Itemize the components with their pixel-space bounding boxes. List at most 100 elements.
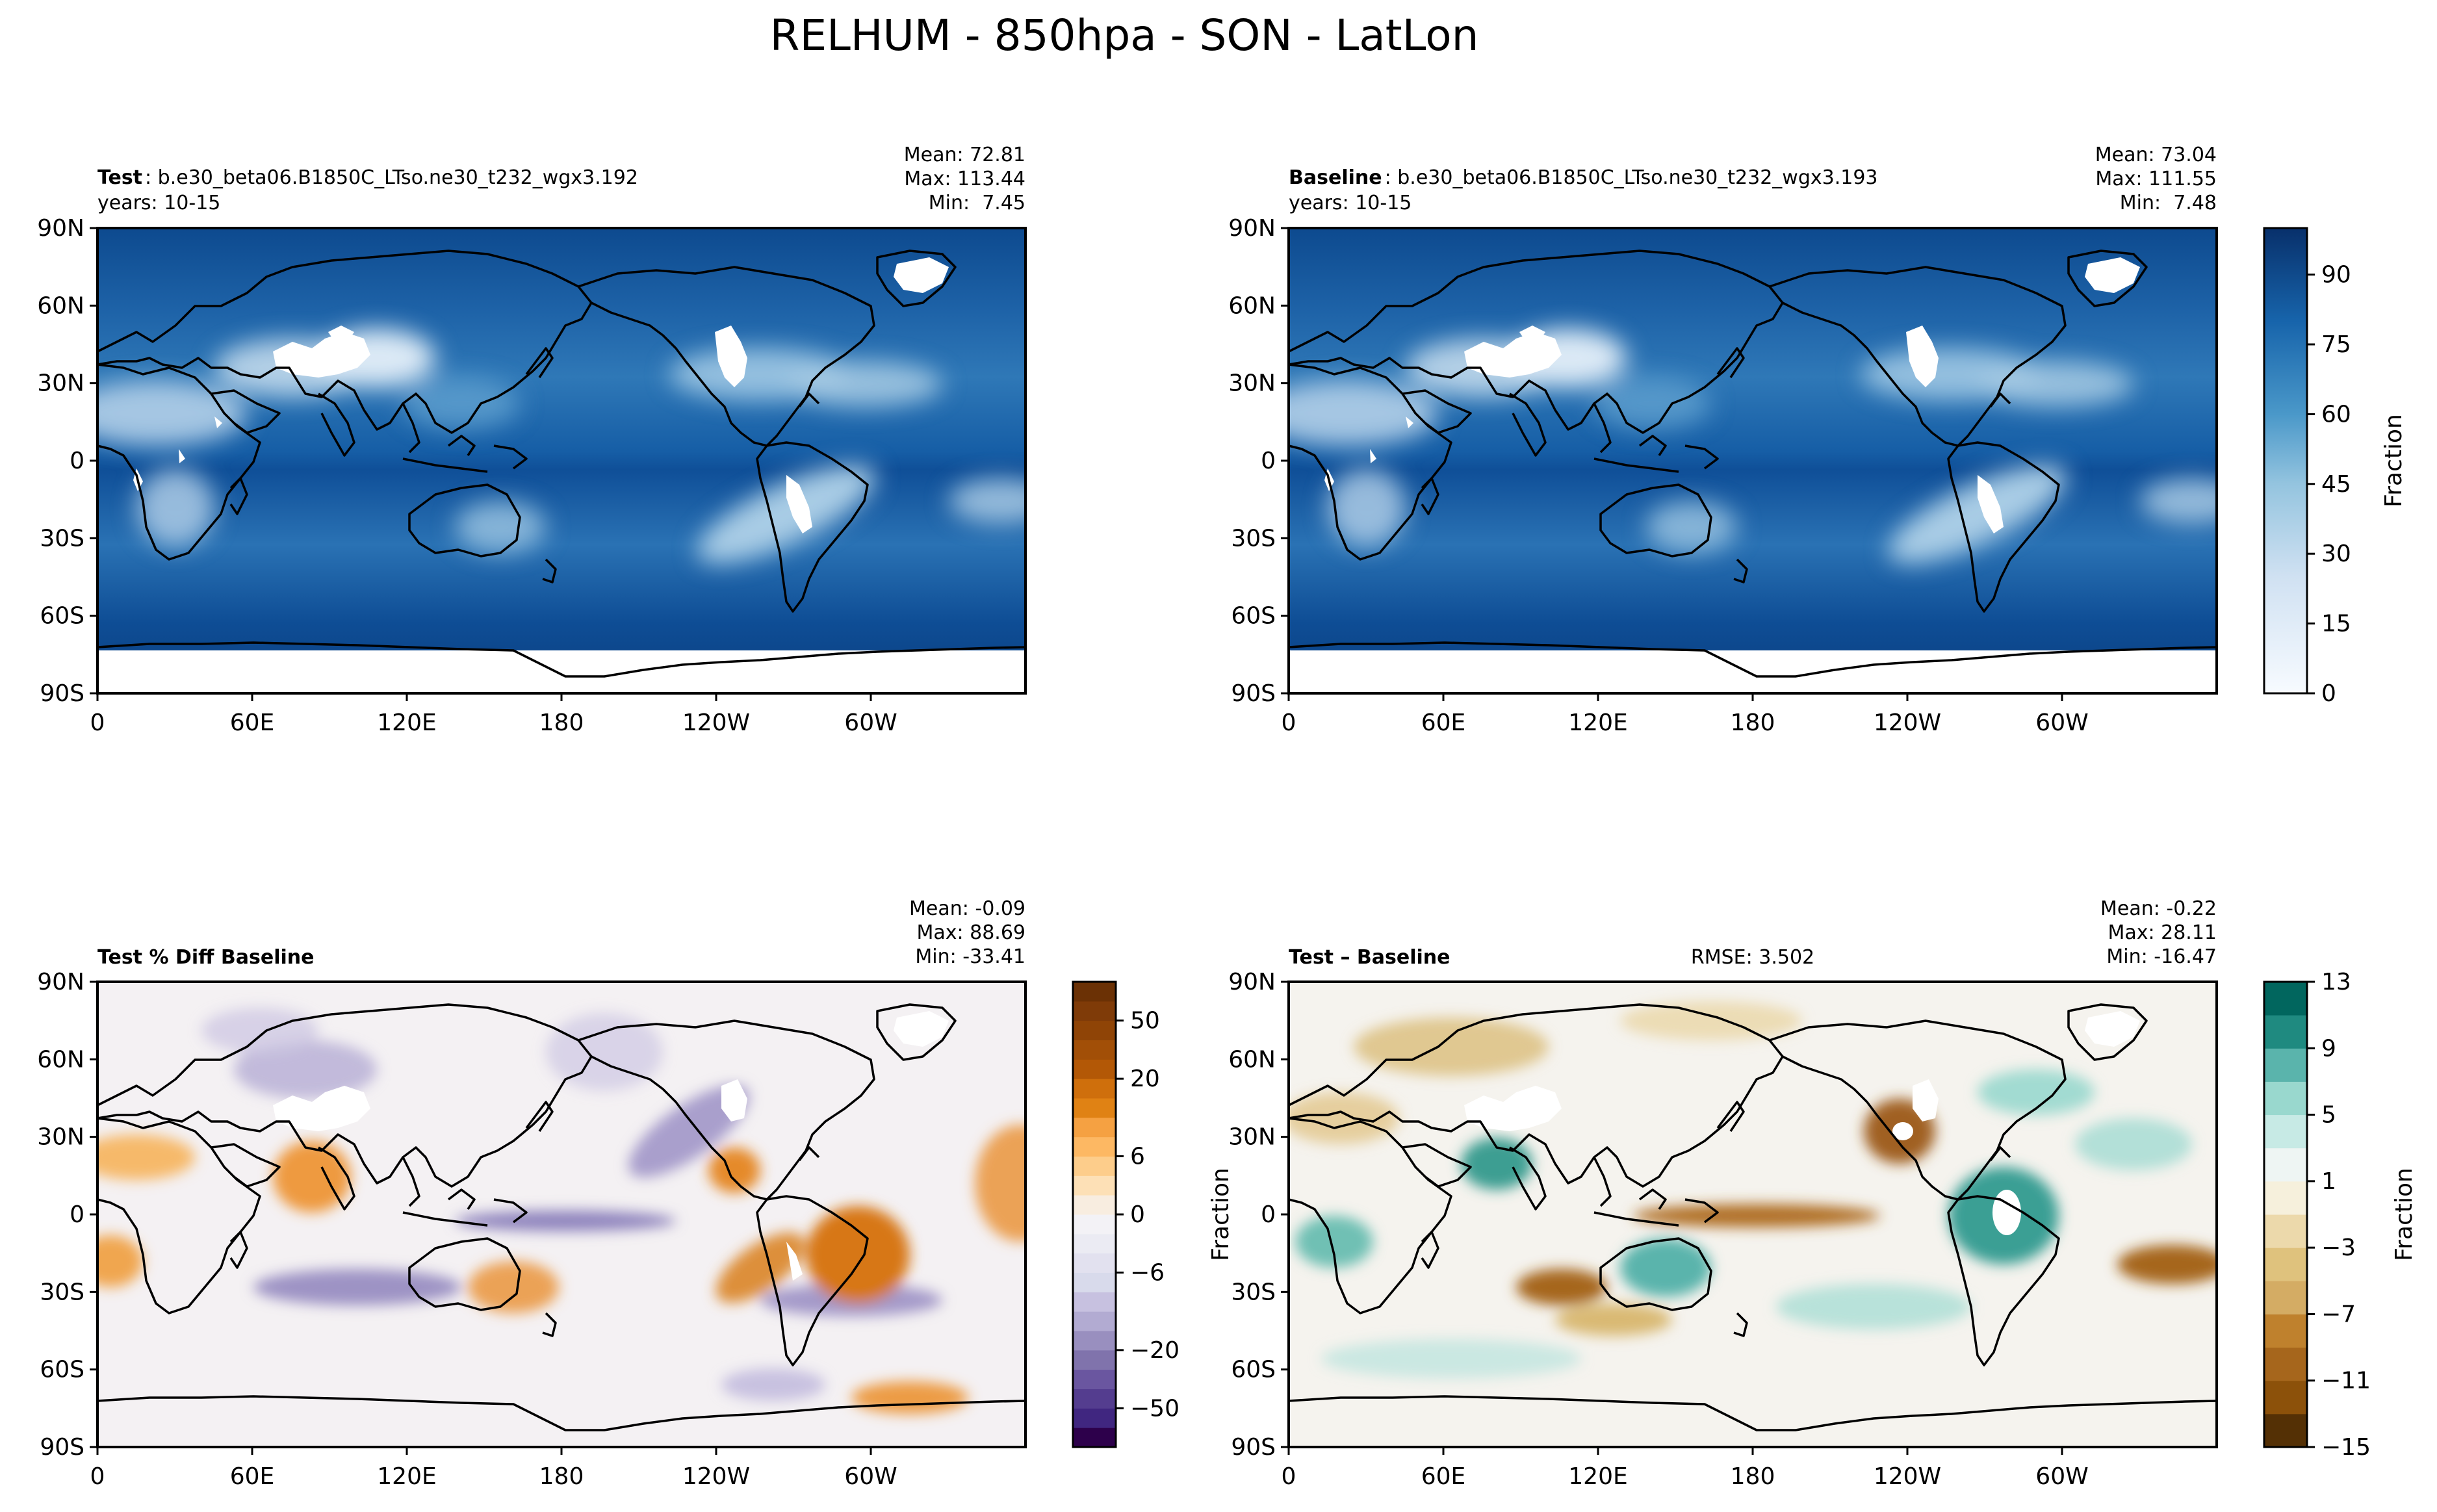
lat-tick-label: 90S (1231, 1434, 1276, 1461)
stat-min: Min: 7.48 (2120, 192, 2217, 214)
colorbar-swatch (2264, 1114, 2307, 1149)
colorbar-swatch (2264, 1314, 2307, 1348)
lat-tick-label: 90N (1228, 215, 1276, 242)
stat-mean: Mean: -0.22 (2100, 897, 2217, 920)
colorbar-tick-label: −3 (2321, 1235, 2356, 1261)
lat-tick-label: 90N (37, 215, 84, 242)
lat-tick-label: 90S (40, 680, 84, 707)
colorbar-label: Fraction (2391, 1168, 2418, 1261)
lat-tick-label: 30S (1231, 1279, 1276, 1305)
colorbar-tick-label: −20 (1130, 1337, 1180, 1364)
colorbar-tick-label: 1 (2321, 1168, 2336, 1195)
colorbar-swatch (2264, 1048, 2307, 1082)
stat-max: Max: 28.11 (2108, 921, 2217, 944)
lon-tick-label: 60E (230, 1463, 275, 1490)
colorbar-tick-label: 0 (1130, 1201, 1145, 1228)
colorbar-tick-label: 5 (2321, 1102, 2336, 1129)
lat-tick-label: 30N (37, 370, 84, 397)
lon-tick-label: 120W (1874, 710, 1941, 736)
colorbar-tick-label: −15 (2321, 1434, 2371, 1461)
lon-tick-label: 0 (90, 1463, 105, 1490)
panel-percent-diff: Test % Diff Baseline Mean: -0.09 Max: 88… (96, 897, 1027, 1448)
lat-tick-label: 60N (37, 292, 84, 319)
colorbar-tick-label: 15 (2321, 611, 2351, 637)
colorbar-swatch (1073, 1195, 1116, 1215)
colorbar-tick-label: −6 (1130, 1260, 1165, 1287)
panel-label: Test – Baseline (1289, 946, 1451, 969)
colorbar-swatch (2264, 1081, 2307, 1116)
colorbar-fraction: 0 15 30 45 60 75 90 Fraction (2263, 227, 2407, 707)
colorbar-swatch (1073, 1253, 1116, 1273)
colorbar-swatch (1073, 1408, 1116, 1428)
colorbar-swatch (1073, 1117, 1116, 1138)
panel-label: Test % Diff Baseline (97, 946, 315, 969)
colorbar-swatch (1073, 1136, 1116, 1157)
colorbar-swatch (1073, 1001, 1116, 1021)
lat-tick-label: 0 (70, 448, 84, 474)
panel-side-label: Fraction (1207, 1168, 1234, 1261)
colorbar-swatch (1073, 1389, 1116, 1409)
panel-years: years: 10-15 (97, 192, 220, 214)
colorbar-tick-label: 6 (1130, 1144, 1145, 1170)
colorbar-swatch (1073, 1350, 1116, 1370)
colorbar-swatch (2264, 1214, 2307, 1248)
stat-mean: Mean: -0.09 (909, 897, 1025, 920)
lat-tick-label: 90S (40, 1434, 84, 1461)
colorbar-swatch (1073, 1311, 1116, 1331)
lon-tick-label: 120W (682, 710, 750, 736)
colorbar-tick-label: 13 (2321, 969, 2351, 995)
colorbar-swatch (1073, 1175, 1116, 1196)
colorbar-tick-label: 9 (2321, 1035, 2336, 1062)
lat-tick-label: 90N (37, 969, 84, 995)
colorbar-swatch (2264, 982, 2307, 1016)
colorbar-swatch (1073, 1020, 1116, 1040)
lon-tick-label: 120W (1874, 1463, 1941, 1490)
colorbar-tick-label: −11 (2321, 1368, 2371, 1394)
panel-label: Test (97, 166, 142, 189)
lat-tick-label: 60S (40, 1357, 84, 1383)
colorbar-swatch (1073, 982, 1116, 1002)
colorbar-swatch (2264, 1413, 2307, 1448)
colorbar-swatch (2264, 1281, 2307, 1314)
lon-tick-label: 60W (2035, 1463, 2088, 1490)
colorbar-swatch (1073, 1272, 1116, 1292)
lat-tick-label: 90N (1228, 969, 1276, 995)
lat-tick-label: 30S (1231, 525, 1276, 552)
colorbar-label: Fraction (2380, 414, 2407, 507)
colorbar-tick-label: 50 (1130, 1008, 1160, 1034)
colorbar-swatch (1073, 1331, 1116, 1351)
stat-max: Max: 111.55 (2095, 168, 2217, 190)
lat-tick-label: 30N (37, 1124, 84, 1151)
colorbar-tick-label: 60 (2321, 401, 2351, 428)
lon-tick-label: 60W (2035, 710, 2088, 736)
lon-tick-label: 120E (1568, 1463, 1627, 1490)
lon-tick-label: 180 (1731, 1463, 1775, 1490)
lon-tick-label: 180 (539, 710, 584, 736)
panel-case-name: : b.e30_beta06.B1850C_LTso.ne30_t232_wgx… (145, 166, 638, 189)
colorbar-tick-label: 45 (2321, 471, 2351, 498)
colorbar-swatch (1073, 1040, 1116, 1060)
lat-tick-label: 60S (1231, 1357, 1276, 1383)
svg-text:Test: b.e30_beta06.B1850C_LTso: Test: b.e30_beta06.B1850C_LTso.ne30_t232… (97, 166, 638, 189)
stat-mean: Mean: 72.81 (904, 144, 1025, 166)
lon-tick-label: 120E (377, 710, 436, 736)
stat-min: Min: 7.45 (929, 192, 1025, 214)
colorbar-tick-label: −50 (1130, 1395, 1180, 1422)
lat-tick-label: 30S (40, 1279, 84, 1305)
lon-tick-label: 180 (1731, 710, 1775, 736)
lon-tick-label: 120W (682, 1463, 750, 1490)
lon-tick-label: 60W (844, 710, 897, 736)
lon-tick-label: 60W (844, 1463, 897, 1490)
colorbar-swatch (1073, 1233, 1116, 1254)
lon-tick-label: 0 (1282, 1463, 1296, 1490)
colorbar-tick-label: 0 (2321, 680, 2336, 707)
lon-tick-label: 120E (1568, 710, 1627, 736)
lat-tick-label: 30N (1228, 370, 1276, 397)
colorbar-swatch (1073, 1214, 1116, 1235)
colorbar-swatch (2264, 1147, 2307, 1182)
lon-tick-label: 60E (230, 710, 275, 736)
lat-tick-label: 60S (40, 603, 84, 630)
colorbar-tick-label: 90 (2321, 262, 2351, 288)
colorbar-swatch (1073, 1428, 1116, 1448)
stat-mean: Mean: 73.04 (2095, 144, 2217, 166)
